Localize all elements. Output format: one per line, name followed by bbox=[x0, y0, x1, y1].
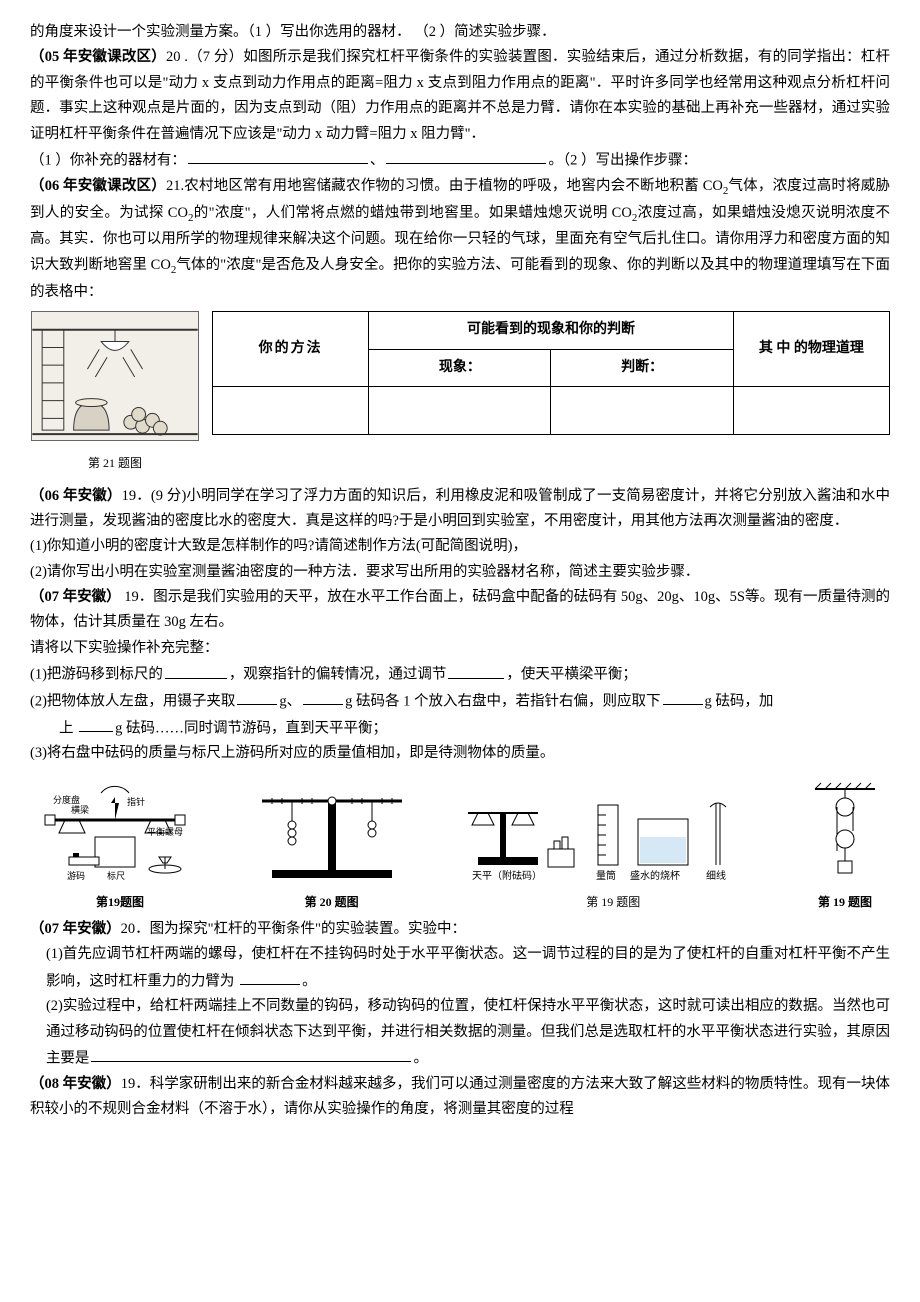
q07a-s1: (1)把游码移到标尺的 ，观察指针的偏转情况，通过调节 ，使天平横梁平衡； bbox=[30, 661, 890, 688]
q08: （08 年安徽）19．科学家研制出来的新合金材料越来越多，我们可以通过测量密度的… bbox=[30, 1072, 890, 1123]
blank-s2-1[interactable] bbox=[237, 688, 277, 705]
cell-phenom[interactable] bbox=[369, 387, 551, 435]
th-reason: 其 中 的物理道理 bbox=[733, 312, 889, 387]
cell-reason[interactable] bbox=[733, 387, 889, 435]
blank-s2-3[interactable] bbox=[663, 688, 703, 705]
svg-text:标尺: 标尺 bbox=[107, 870, 125, 881]
fig21-caption: 第 21 题图 bbox=[30, 453, 200, 474]
q05-head: （05 年安徽课改区） bbox=[30, 49, 166, 65]
fig19b-caption: 第 19 题图 bbox=[453, 892, 773, 913]
fig19-density: 天平（附砝码） 量筒 盛水的烧杯 细线 第 19 题图 bbox=[453, 785, 773, 913]
q07a-s2e-txt: g 砝码……同时调节游码，直到天平平衡； bbox=[115, 720, 387, 736]
q07b: （07 年安徽）20．图为探究"杠杆的平衡条件"的实验装置。实验中： bbox=[30, 917, 890, 942]
q06-body: 19．(9 分)小明同学在学习了浮力方面的知识后，利用橡皮泥和吸管制成了一支简易… bbox=[30, 488, 890, 529]
svg-text:分度盘: 分度盘 bbox=[53, 794, 80, 805]
q07a-s2e: 上 g 砝码……同时调节游码，直到天平平衡； bbox=[30, 715, 890, 742]
svg-text:平衡螺母: 平衡螺母 bbox=[147, 826, 183, 837]
cell-method[interactable] bbox=[213, 387, 369, 435]
cell-judge[interactable] bbox=[551, 387, 733, 435]
svg-text:细线: 细线 bbox=[706, 869, 726, 882]
fig19-pulley: 第 19 题图 bbox=[800, 775, 890, 913]
q06-head: （06 年安徽） bbox=[30, 488, 122, 504]
q07b-s2: (2)实验过程中，给杠杆两端挂上不同数量的钩码，移动钩码的位置，使杠杆保持水平平… bbox=[30, 994, 890, 1072]
q07a-s1b: ，观察指针的偏转情况，通过调节 bbox=[229, 667, 447, 683]
q07a-pre: 请将以下实验操作补充完整： bbox=[30, 636, 890, 661]
q07a-s3: (3)将右盘中砝码的质量与标尺上游码所对应的质量值相加，即是待测物体的质量。 bbox=[30, 741, 890, 766]
q07a-s2c: g 砝码各 1 个放入右盘中，若指针右偏，则应取下 bbox=[345, 693, 660, 709]
fig19-balance-detail: 分度盘 横梁 指针 平衡螺母 游码 标尺 第19题图 bbox=[30, 785, 210, 913]
svg-text:指针: 指针 bbox=[127, 796, 145, 807]
th-phenom-sub1: 现象： bbox=[369, 349, 551, 387]
fig21-box: 第 21 题图 bbox=[30, 311, 200, 473]
q07a-s2e-pre: 上 bbox=[59, 720, 77, 736]
fig20-lever: 第 20 题图 bbox=[237, 775, 427, 913]
blank-equipment-2[interactable] bbox=[386, 147, 546, 164]
blank-s1-1[interactable] bbox=[165, 661, 227, 678]
blank-s2-4[interactable] bbox=[79, 715, 113, 732]
q07a-s2a: (2)把物体放人左盘，用镊子夹取 bbox=[30, 693, 235, 709]
q06-s1: (1)你知道小明的密度计大致是怎样制作的吗?请简述制作方法(可配简图说明)， bbox=[30, 534, 890, 559]
svg-text:游码: 游码 bbox=[67, 870, 85, 881]
fig19c-caption: 第 19 题图 bbox=[800, 892, 890, 913]
fig21-and-table: 第 21 题图 你的方法 可能看到的现象和你的判断 其 中 的物理道理 现象： … bbox=[30, 311, 890, 473]
q06k: （06 年安徽课改区）21.农村地区常有用地窖储藏农作物的习惯。由于植物的呼吸，… bbox=[30, 174, 890, 306]
q07b-s1: (1)首先应调节杠杆两端的螺母，使杠杆在不挂钩码时处于水平平衡状态。这一调节过程… bbox=[30, 942, 890, 994]
q05-sub1a: （1 ）你补充的器材有： bbox=[30, 152, 186, 168]
q07a-head: （07 年安徽） bbox=[30, 589, 121, 605]
cellar-illustration bbox=[31, 311, 199, 441]
q05-sub1b: 。（2 ）写出操作步骤： bbox=[548, 152, 697, 168]
q07a-s1c: ，使天平横梁平衡； bbox=[506, 667, 637, 683]
q07a: （07 年安徽） 19．图示是我们实验用的天平，放在水平工作台面上，砝码盒中配备… bbox=[30, 585, 890, 636]
q07b-s1-txt: (1)首先应调节杠杆两端的螺母，使杠杆在不挂钩码时处于水平平衡状态。这一调节过程… bbox=[46, 946, 890, 989]
q07a-s2d: g 砝码，加 bbox=[705, 693, 774, 709]
density-apparatus-icon: 天平（附砝码） 量筒 盛水的烧杯 细线 bbox=[458, 785, 768, 885]
q07b-head: （07 年安徽） bbox=[30, 921, 121, 937]
q07a-s1a: (1)把游码移到标尺的 bbox=[30, 667, 163, 683]
svg-text:量筒: 量筒 bbox=[596, 869, 616, 882]
q08-head: （08 年安徽） bbox=[30, 1076, 121, 1092]
blank-reason[interactable] bbox=[91, 1045, 411, 1062]
q07a-s2: (2)把物体放人左盘，用镊子夹取 g、 g 砝码各 1 个放入右盘中，若指针右偏，则… bbox=[30, 688, 890, 715]
blank-equipment-1[interactable] bbox=[188, 147, 368, 164]
balance-detail-icon: 分度盘 横梁 指针 平衡螺母 游码 标尺 bbox=[35, 785, 205, 885]
q06-s2: (2)请你写出小明在实验室测量酱油密度的一种方法．要求写出所用的实验器材名称，简… bbox=[30, 560, 890, 585]
q07a-body: 19．图示是我们实验用的天平，放在水平工作台面上，砝码盒中配备的砝码有 50g、… bbox=[30, 589, 890, 630]
blank-s1-2[interactable] bbox=[448, 661, 504, 678]
lever-icon bbox=[242, 775, 422, 885]
fig19a-caption: 第19题图 bbox=[30, 892, 210, 913]
physics-table: 你的方法 可能看到的现象和你的判断 其 中 的物理道理 现象： 判断： bbox=[212, 311, 890, 435]
svg-text:盛水的烧杯: 盛水的烧杯 bbox=[630, 869, 680, 882]
q07a-s2b: g、 bbox=[279, 693, 301, 709]
q06k-b1: 21.农村地区常有用地窖储藏农作物的习惯。由于植物的呼吸，地窖内会不断地积蓄 C… bbox=[166, 178, 723, 194]
th-phenom-sub2: 判断： bbox=[551, 349, 733, 387]
fig20-caption: 第 20 题图 bbox=[237, 892, 427, 913]
svg-text:横梁: 横梁 bbox=[71, 804, 89, 815]
q05: （05 年安徽课改区）20 .（7 分）如图所示是我们探究杠杆平衡条件的实验装置… bbox=[30, 45, 890, 147]
th-method: 你的方法 bbox=[213, 312, 369, 387]
q07b-s2b: 。 bbox=[413, 1050, 428, 1066]
q06k-head: （06 年安徽课改区） bbox=[30, 178, 166, 194]
q06k-b3: 的"浓度"，人们常将点燃的蜡烛带到地窖里。如果蜡烛熄灭说明 CO bbox=[193, 205, 631, 221]
q06: （06 年安徽）19．(9 分)小明同学在学习了浮力方面的知识后，利用橡皮泥和吸… bbox=[30, 484, 890, 535]
svg-text:天平（附砝码）: 天平（附砝码） bbox=[472, 869, 542, 882]
q07b-body: 20．图为探究"杠杆的平衡条件"的实验装置。实验中： bbox=[121, 921, 466, 937]
pulley-icon bbox=[805, 775, 885, 885]
q07b-s1e: 。 bbox=[302, 973, 317, 989]
q05-sub1: （1 ）你补充的器材有：、。（2 ）写出操作步骤： bbox=[30, 147, 890, 174]
th-phenom: 可能看到的现象和你的判断 bbox=[369, 312, 734, 350]
blank-arm[interactable] bbox=[240, 968, 300, 985]
intro-fragment: 的角度来设计一个实验测量方案。（1 ）写出你选用的器材． （2 ）简述实验步骤． bbox=[30, 20, 890, 45]
figure-row: 分度盘 横梁 指针 平衡螺母 游码 标尺 第19题图 bbox=[30, 775, 890, 913]
q08-body: 19．科学家研制出来的新合金材料越来越多，我们可以通过测量密度的方法来大致了解这… bbox=[30, 1076, 890, 1117]
blank-s2-2[interactable] bbox=[303, 688, 343, 705]
